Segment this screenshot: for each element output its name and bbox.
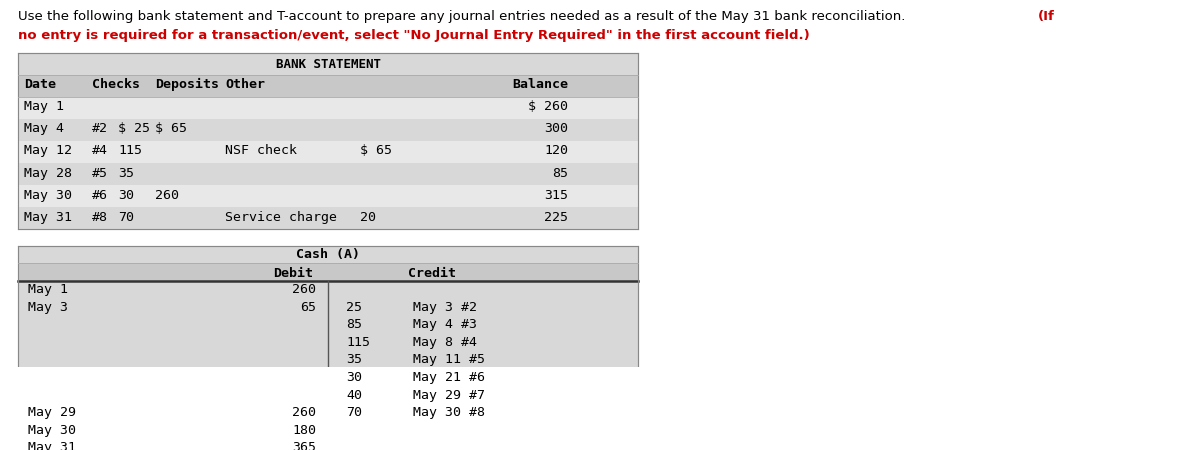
Text: Other: Other: [226, 78, 265, 91]
Text: $ 25: $ 25: [118, 122, 150, 135]
Text: 315: 315: [544, 189, 568, 202]
Text: 40: 40: [346, 388, 362, 401]
Text: Checks: Checks: [92, 78, 140, 91]
Text: May 30: May 30: [28, 423, 76, 436]
Text: May 4: May 4: [24, 122, 64, 135]
Bar: [18, 53, 638, 230]
Bar: [18, 119, 638, 141]
Text: NSF check: NSF check: [226, 144, 298, 158]
Text: 30: 30: [118, 189, 134, 202]
Text: Date: Date: [24, 78, 56, 91]
Text: 260: 260: [155, 189, 179, 202]
Text: May 3: May 3: [28, 301, 68, 314]
Text: no entry is required for a transaction/event, select "No Journal Entry Required": no entry is required for a transaction/e…: [18, 29, 810, 42]
Text: Service charge: Service charge: [226, 211, 337, 224]
Text: Balance: Balance: [512, 78, 568, 91]
Text: 180: 180: [292, 423, 316, 436]
Text: #5: #5: [92, 166, 108, 180]
Text: 115: 115: [346, 336, 370, 349]
Text: 260: 260: [292, 406, 316, 419]
Text: 85: 85: [346, 318, 362, 331]
Bar: [18, 163, 638, 185]
Text: (If: (If: [1038, 10, 1055, 23]
Text: May 12: May 12: [24, 144, 72, 158]
Text: $ 65: $ 65: [360, 144, 392, 158]
Text: Deposits: Deposits: [155, 78, 220, 91]
Bar: [18, 263, 638, 281]
Bar: [18, 141, 638, 163]
Text: 70: 70: [118, 211, 134, 224]
Text: 30: 30: [346, 371, 362, 384]
Text: May 29 #7: May 29 #7: [413, 388, 485, 401]
Bar: [18, 246, 638, 450]
Text: Debit: Debit: [274, 266, 313, 279]
Bar: [18, 97, 638, 119]
Text: $ 65: $ 65: [155, 122, 187, 135]
Text: 35: 35: [118, 166, 134, 180]
Text: 115: 115: [118, 144, 142, 158]
Text: 70: 70: [346, 406, 362, 419]
Text: 365: 365: [292, 441, 316, 450]
Text: #2: #2: [92, 122, 108, 135]
Text: May 11 #5: May 11 #5: [413, 353, 485, 366]
Text: 35: 35: [346, 353, 362, 366]
Text: May 1: May 1: [24, 100, 64, 113]
Text: 85: 85: [552, 166, 568, 180]
Text: 300: 300: [544, 122, 568, 135]
Text: Use the following bank statement and T-account to prepare any journal entries ne: Use the following bank statement and T-a…: [18, 10, 910, 23]
Text: May 28: May 28: [24, 166, 72, 180]
Text: May 30: May 30: [24, 189, 72, 202]
Text: May 29: May 29: [28, 406, 76, 419]
Text: 120: 120: [544, 144, 568, 158]
Bar: [18, 75, 638, 97]
Bar: [18, 185, 638, 207]
Text: #6: #6: [92, 189, 108, 202]
Text: May 3 #2: May 3 #2: [413, 301, 478, 314]
Text: 25: 25: [346, 301, 362, 314]
Text: May 1: May 1: [28, 283, 68, 296]
Text: Credit: Credit: [408, 266, 456, 279]
Bar: [18, 207, 638, 230]
Text: May 21 #6: May 21 #6: [413, 371, 485, 384]
Text: #4: #4: [92, 144, 108, 158]
Text: May 8 #4: May 8 #4: [413, 336, 478, 349]
Text: May 31: May 31: [28, 441, 76, 450]
Text: May 4 #3: May 4 #3: [413, 318, 478, 331]
Text: 260: 260: [292, 283, 316, 296]
Text: 65: 65: [300, 301, 316, 314]
Text: $ 260: $ 260: [528, 100, 568, 113]
Text: BANK STATEMENT: BANK STATEMENT: [276, 58, 380, 71]
Text: 225: 225: [544, 211, 568, 224]
Text: May 30 #8: May 30 #8: [413, 406, 485, 419]
Text: #8: #8: [92, 211, 108, 224]
Text: 20: 20: [360, 211, 376, 224]
Text: Cash (A): Cash (A): [296, 248, 360, 261]
Text: May 31: May 31: [24, 211, 72, 224]
